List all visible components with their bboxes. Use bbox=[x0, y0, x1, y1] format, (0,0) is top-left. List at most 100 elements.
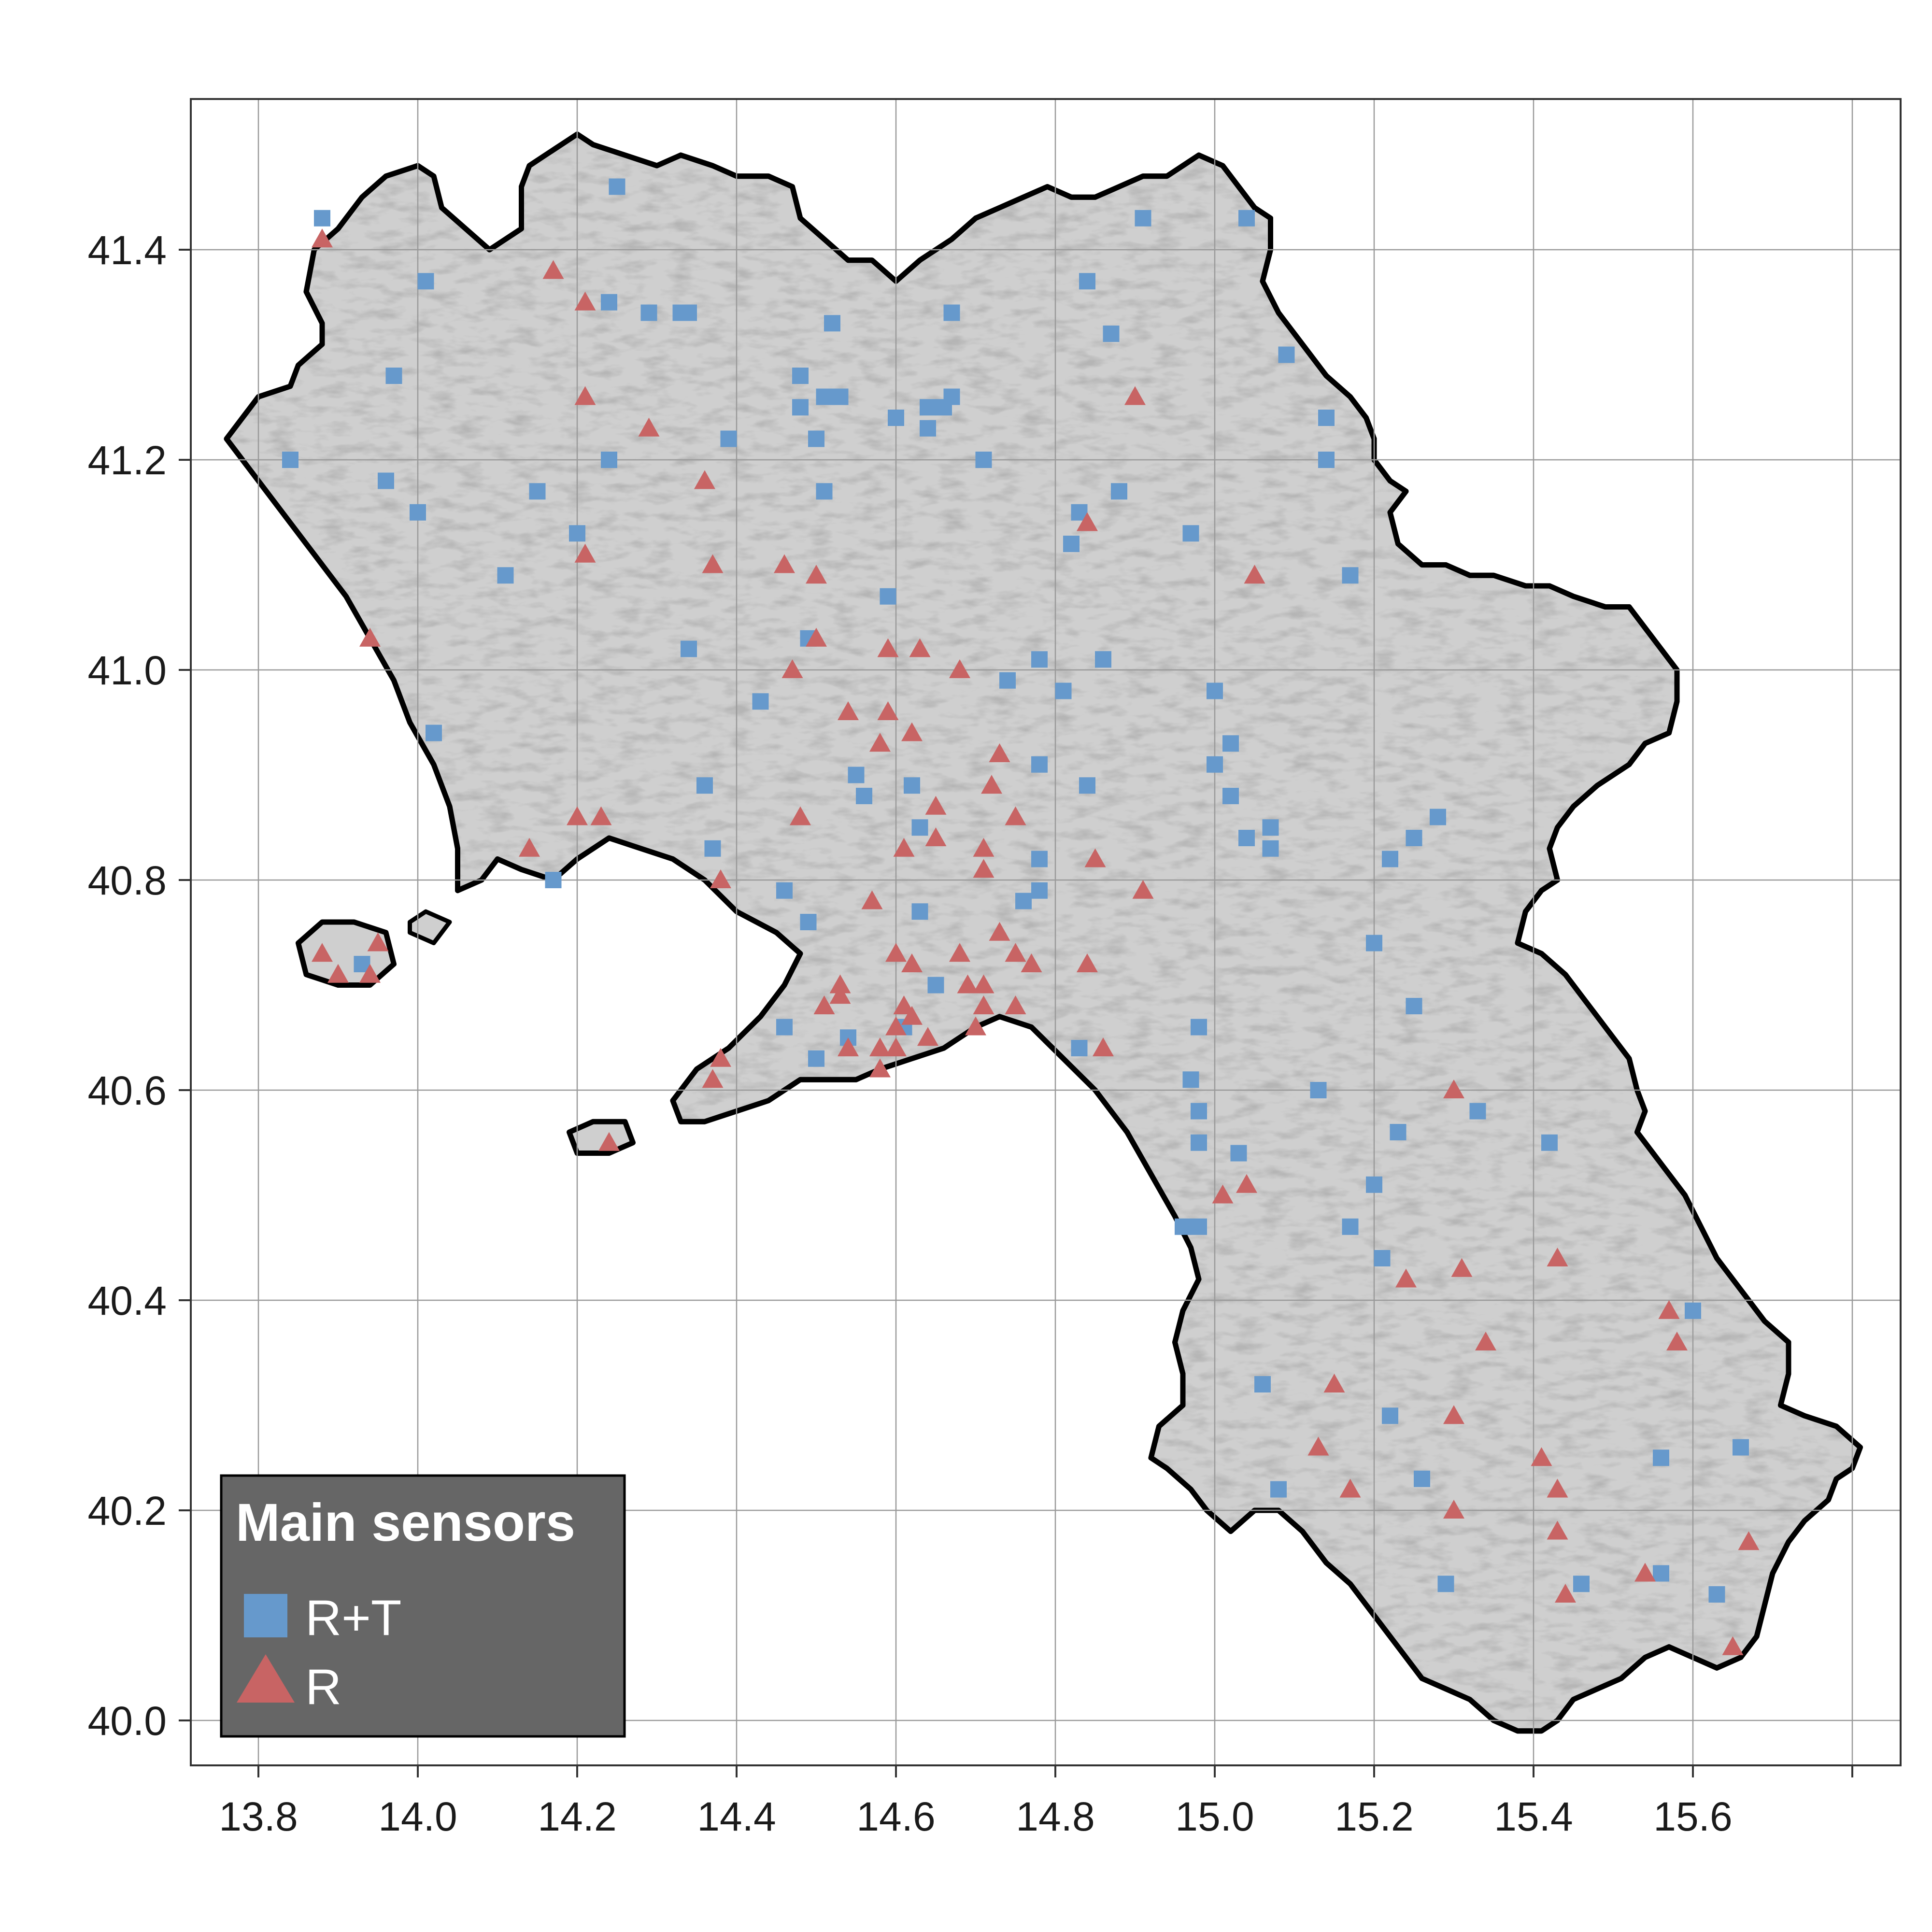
sensor-marker-r bbox=[901, 953, 923, 972]
sensor-marker-r bbox=[909, 638, 931, 657]
legend-label-rt: R+T bbox=[305, 1590, 401, 1646]
x-tick-label: 14.4 bbox=[697, 1794, 776, 1839]
grid-lines bbox=[191, 99, 1901, 1765]
sensor-marker-rt bbox=[920, 399, 936, 416]
sensor-marker-r bbox=[312, 228, 333, 248]
sensor-marker-r bbox=[829, 985, 851, 1004]
sensor-marker-rt bbox=[776, 1019, 793, 1036]
x-tick-label: 15.6 bbox=[1653, 1794, 1733, 1839]
sensor-marker-r bbox=[1236, 1174, 1257, 1193]
sensor-marker-rt bbox=[1182, 1071, 1199, 1088]
y-tick-label: 41.2 bbox=[88, 438, 167, 483]
sensor-marker-r bbox=[877, 638, 899, 657]
sensor-marker-r bbox=[885, 1016, 907, 1036]
sensor-marker-rt bbox=[1342, 567, 1359, 584]
sensor-marker-r bbox=[1077, 953, 1098, 972]
sensor-marker-rt bbox=[681, 304, 697, 321]
sensor-marker-rt bbox=[1733, 1439, 1749, 1456]
sensor-marker-r bbox=[838, 701, 859, 720]
sensor-marker-rt bbox=[609, 178, 625, 195]
sensor-marker-r bbox=[861, 890, 883, 909]
y-axis: 40.0 40.2 40.4 40.6 40.8 41.0 41.2 41.4 bbox=[88, 227, 191, 1744]
sensor-marker-r bbox=[989, 743, 1010, 762]
sensor-marker-rt bbox=[1055, 682, 1072, 699]
sensor-marker-r bbox=[973, 859, 994, 878]
sensor-marker-rt bbox=[920, 420, 936, 437]
y-tick-label: 40.4 bbox=[88, 1278, 167, 1323]
sensor-marker-r bbox=[312, 943, 333, 962]
legend: Main sensors R+T R bbox=[220, 1474, 626, 1738]
x-tick-label: 15.4 bbox=[1494, 1794, 1573, 1839]
ischia-island bbox=[296, 919, 397, 988]
sensor-marker-rt bbox=[1031, 651, 1048, 668]
legend-triangle-icon bbox=[237, 1654, 295, 1703]
series-r bbox=[312, 228, 1760, 1655]
sensor-marker-r bbox=[869, 1058, 891, 1078]
sensor-marker-r bbox=[1124, 386, 1146, 405]
sensor-marker-r bbox=[1093, 1037, 1114, 1056]
sensor-marker-r bbox=[702, 554, 724, 573]
sensor-marker-rt bbox=[1318, 452, 1335, 468]
sensor-marker-rt bbox=[1063, 536, 1080, 552]
sensor-marker-rt bbox=[314, 210, 330, 227]
sensor-marker-rt bbox=[1541, 1134, 1558, 1151]
sensor-marker-r bbox=[829, 974, 851, 994]
sensor-marker-rt bbox=[975, 452, 992, 468]
sensor-marker-r bbox=[710, 869, 731, 888]
sensor-marker-rt bbox=[1310, 1082, 1327, 1098]
sensor-marker-rt bbox=[1573, 1576, 1590, 1592]
sensor-marker-r bbox=[989, 922, 1010, 941]
sensor-marker-r bbox=[965, 1016, 986, 1036]
sensor-marker-rt bbox=[752, 693, 769, 710]
sensor-marker-rt bbox=[1390, 1124, 1406, 1140]
x-tick-label: 15.0 bbox=[1175, 1794, 1254, 1839]
sensor-marker-r bbox=[359, 964, 381, 983]
sensor-marker-rt bbox=[1222, 788, 1239, 804]
sensor-marker-rt bbox=[601, 294, 617, 311]
sensor-marker-r bbox=[574, 291, 596, 311]
sensor-marker-r bbox=[1244, 565, 1265, 584]
legend-square-icon bbox=[244, 1594, 287, 1637]
sensor-marker-rt bbox=[1708, 1586, 1725, 1603]
sensor-marker-rt bbox=[545, 872, 562, 888]
sensor-marker-r bbox=[1005, 806, 1026, 825]
sensor-marker-r bbox=[598, 1132, 620, 1151]
sensor-marker-r bbox=[790, 806, 811, 825]
sensor-marker-rt bbox=[808, 1050, 824, 1067]
sensor-marker-rt bbox=[816, 483, 833, 500]
sensor-marker-r bbox=[1084, 848, 1106, 867]
series-rt bbox=[282, 178, 1749, 1603]
sensor-marker-rt bbox=[1374, 1250, 1391, 1266]
sensor-marker-r bbox=[1658, 1300, 1680, 1319]
sensor-marker-r bbox=[1339, 1478, 1361, 1498]
sensor-marker-rt bbox=[1278, 346, 1295, 363]
sensor-marker-rt bbox=[681, 640, 697, 657]
sensor-marker-rt bbox=[1095, 651, 1111, 668]
y-tick-label: 40.2 bbox=[88, 1488, 167, 1534]
islands bbox=[296, 909, 636, 1156]
sensor-marker-rt bbox=[1207, 756, 1223, 773]
sensor-marker-rt bbox=[417, 273, 434, 290]
sensor-marker-rt bbox=[1437, 1576, 1454, 1592]
sensor-marker-rt bbox=[1238, 830, 1255, 846]
sensor-marker-rt bbox=[1191, 1218, 1207, 1235]
sensor-marker-r bbox=[1547, 1248, 1568, 1266]
sensor-marker-rt bbox=[1230, 1145, 1247, 1162]
sensor-marker-rt bbox=[911, 903, 928, 920]
sensor-marker-rt bbox=[720, 430, 737, 447]
sensor-marker-r bbox=[1666, 1332, 1688, 1350]
sensor-marker-rt bbox=[824, 315, 840, 332]
sensor-marker-rt bbox=[1366, 935, 1382, 952]
sensor-marker-r bbox=[949, 943, 970, 962]
sensor-marker-rt bbox=[888, 410, 904, 426]
sensor-marker-r bbox=[781, 659, 803, 678]
sensor-markers bbox=[282, 178, 1760, 1655]
sensor-marker-rt bbox=[1079, 273, 1095, 290]
coastline bbox=[224, 131, 1863, 1734]
sensor-marker-r bbox=[359, 627, 381, 647]
sensor-marker-r bbox=[1555, 1584, 1576, 1603]
sensor-marker-rt bbox=[1191, 1103, 1207, 1120]
sensor-marker-rt bbox=[426, 724, 442, 741]
sensor-marker-rt bbox=[1135, 210, 1151, 227]
